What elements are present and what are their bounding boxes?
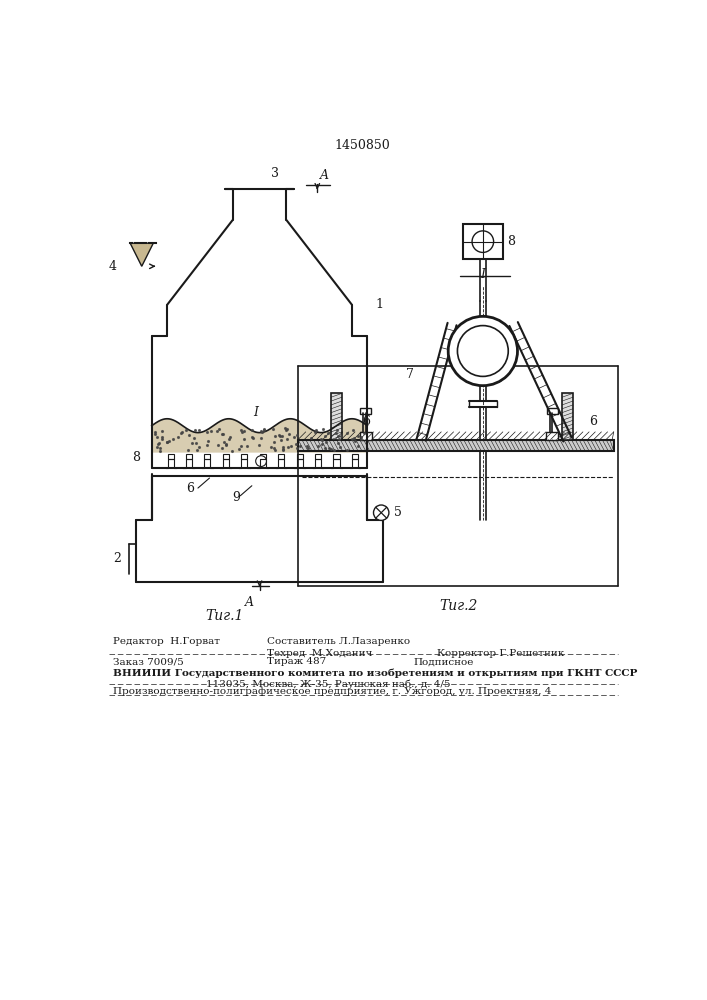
Circle shape (448, 316, 518, 386)
Text: Производственно-полиграфическое предприятие, г. Ужгород, ул. Проектняя, 4: Производственно-полиграфическое предприя… (113, 687, 551, 696)
Text: A: A (245, 596, 254, 609)
Text: A: A (320, 169, 329, 182)
Text: Корректор Г.Решетник: Корректор Г.Решетник (437, 649, 564, 658)
Bar (562, 393, 573, 440)
Text: 1: 1 (375, 298, 383, 311)
Bar (463, 224, 503, 259)
Bar (334, 454, 339, 459)
Text: Τиг.1: Τиг.1 (206, 609, 244, 623)
Text: 8: 8 (507, 235, 515, 248)
Circle shape (472, 231, 493, 252)
Bar (186, 454, 192, 459)
Bar (204, 454, 210, 459)
Bar (547, 408, 558, 414)
Circle shape (373, 505, 389, 520)
Text: I: I (480, 267, 485, 280)
Bar (352, 454, 358, 459)
Text: Подписное: Подписное (414, 657, 474, 666)
Text: 4: 4 (109, 260, 117, 273)
Bar (259, 454, 266, 459)
Text: 113035, Москва, Ж-35, Раушская наб., д. 4/5: 113035, Москва, Ж-35, Раушская наб., д. … (206, 679, 450, 689)
Text: 6: 6 (589, 415, 597, 428)
Text: Заказ 7009/5: Заказ 7009/5 (113, 657, 184, 666)
Text: 5: 5 (395, 506, 402, 519)
Bar (296, 454, 303, 459)
Text: I: I (253, 406, 258, 419)
Polygon shape (130, 243, 153, 266)
Bar (168, 454, 174, 459)
Bar (278, 454, 284, 459)
Bar (298, 440, 614, 451)
Circle shape (457, 326, 508, 376)
Text: 6: 6 (362, 415, 370, 428)
Bar (331, 393, 342, 440)
Bar (546, 432, 559, 440)
Text: 3: 3 (271, 167, 279, 180)
Text: Техред  М.Ходанич: Техред М.Ходанич (267, 649, 373, 658)
Polygon shape (152, 419, 368, 453)
Text: Τиг.2: Τиг.2 (439, 599, 477, 613)
Text: Составитель Л.Лазаренко: Составитель Л.Лазаренко (267, 637, 410, 646)
Text: Редактор  Н.Горват: Редактор Н.Горват (113, 637, 221, 646)
Text: ВНИИПИ Государственного комитета по изобретениям и открытиям при ГКНТ СССР: ВНИИПИ Государственного комитета по изоб… (113, 668, 638, 678)
Text: 1450850: 1450850 (334, 139, 390, 152)
Bar (223, 454, 229, 459)
Bar (241, 454, 247, 459)
Bar (315, 454, 321, 459)
Circle shape (256, 456, 267, 466)
Text: 7: 7 (406, 368, 414, 381)
Bar (361, 408, 371, 414)
Text: 9: 9 (233, 491, 240, 504)
Text: 6: 6 (186, 482, 194, 495)
Text: 2: 2 (113, 552, 121, 565)
Text: 8: 8 (132, 451, 140, 464)
Text: Тираж 487: Тираж 487 (267, 657, 327, 666)
Bar (360, 432, 372, 440)
